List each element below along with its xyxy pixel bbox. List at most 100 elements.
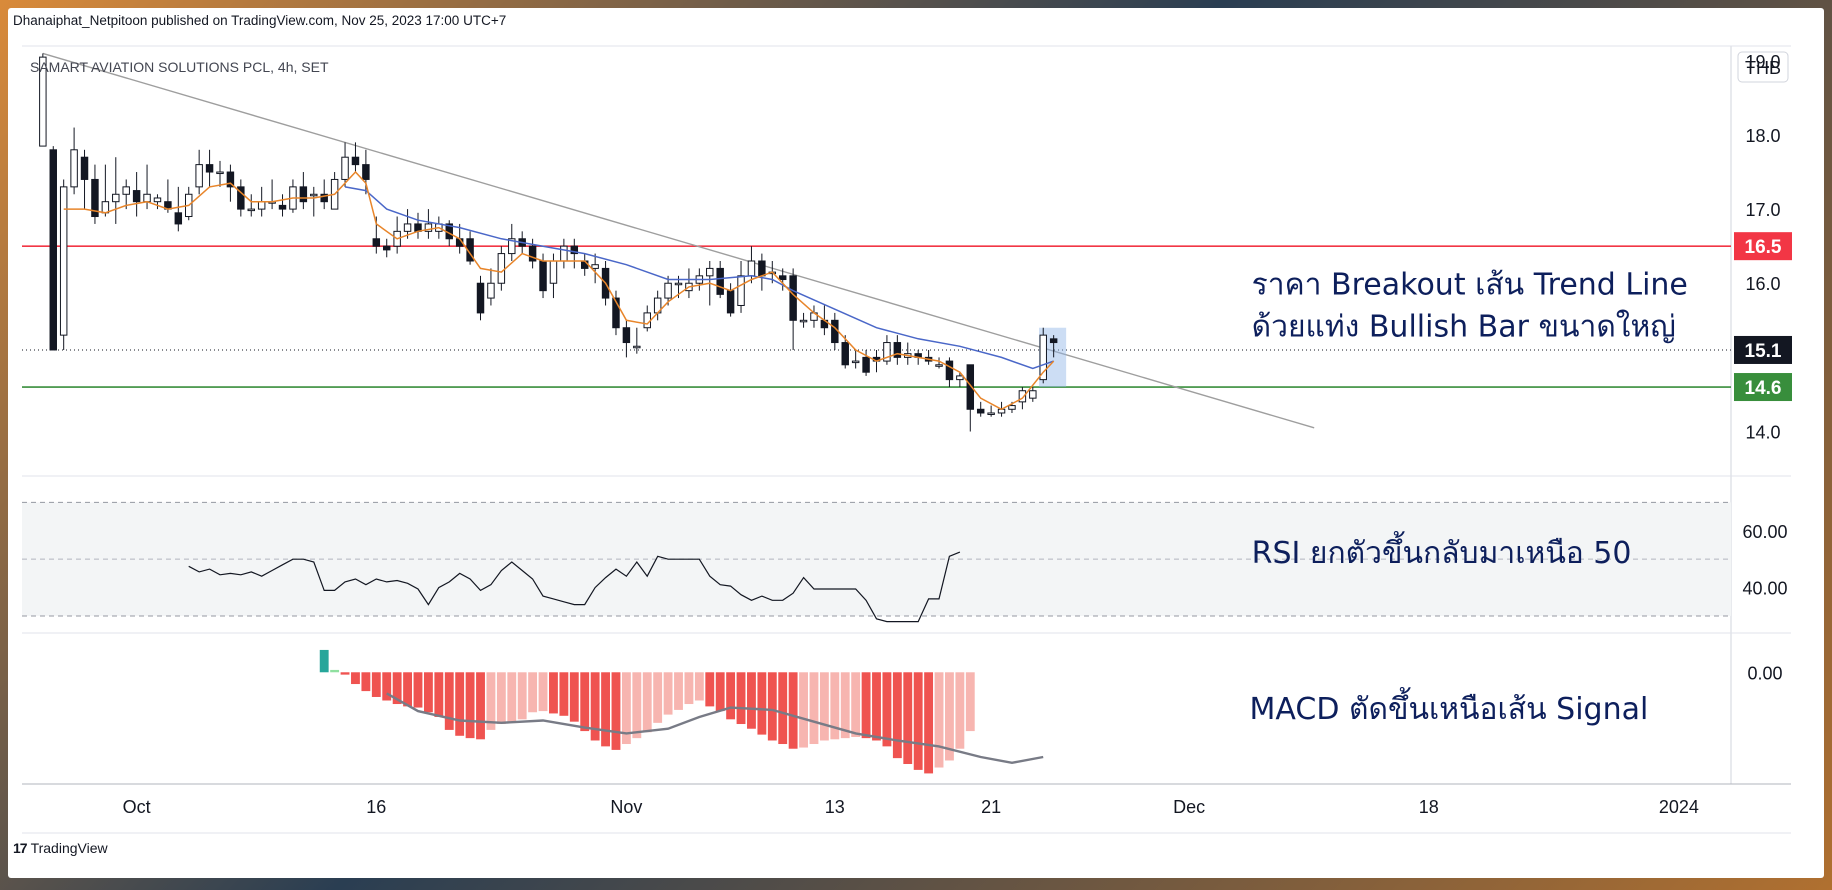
macd-histogram-bar [955, 672, 964, 748]
candle-body [779, 276, 785, 280]
candle-body [561, 246, 567, 261]
macd-histogram-bar [497, 672, 506, 724]
candle-body [258, 202, 264, 209]
macd-histogram-bar [653, 672, 662, 723]
candle-body [217, 172, 223, 174]
macd-histogram-bar [403, 672, 412, 706]
price-tick-label: 16.0 [1745, 274, 1780, 294]
candle-body [175, 213, 181, 224]
macd-histogram-bar [455, 672, 464, 736]
macd-histogram-bar [539, 672, 548, 711]
candle-body [863, 357, 869, 372]
candle-body [383, 246, 389, 250]
candle-body [498, 254, 504, 284]
candle-body [248, 209, 254, 211]
macd-tick-label: 0.00 [1747, 663, 1782, 683]
candle-body [707, 268, 713, 275]
candle-body [634, 346, 640, 348]
candle-body [957, 376, 963, 380]
candle-body [352, 157, 358, 164]
macd-histogram-bar [664, 672, 673, 714]
macd-histogram-bar [862, 672, 871, 738]
candle-body [488, 283, 494, 298]
candle-body [206, 165, 212, 172]
time-tick-label: Oct [123, 797, 151, 817]
macd-histogram-bar [580, 672, 589, 731]
annotations-layer: ราคา Breakout เส้น Trend Line ด้วยแท่ง Bu… [1250, 267, 1688, 727]
macd-histogram-bar [924, 672, 933, 773]
time-tick-label: 18 [1419, 797, 1439, 817]
macd-histogram-bar [757, 672, 766, 734]
macd-histogram-bar [737, 672, 746, 724]
macd-histogram-bar [476, 672, 485, 739]
candle-body [790, 276, 796, 320]
macd-histogram-bar [612, 672, 621, 750]
price-annotation-text: ด้วยแท่ง Bullish Bar ขนาดใหญ่ [1252, 310, 1676, 345]
macd-histogram-bar [903, 672, 912, 764]
candle-body [123, 187, 129, 194]
candle-body [832, 320, 838, 342]
macd-histogram-bar [570, 672, 579, 721]
macd-histogram-bar [372, 672, 381, 697]
macd-histogram-bar [466, 672, 475, 738]
macd-histogram-bar [705, 672, 714, 706]
macd-histogram-bar [507, 672, 516, 721]
macd-histogram-bar [559, 672, 568, 716]
macd-histogram-bar [518, 672, 527, 719]
candle-body [665, 283, 671, 298]
candle-body [988, 413, 994, 415]
macd-histogram-bar [726, 672, 735, 719]
candle-body [675, 283, 681, 285]
time-tick-label: 13 [825, 797, 845, 817]
brand-label: TradingView [31, 840, 108, 856]
candle-body [196, 165, 202, 187]
symbol-label: SAMART AVIATION SOLUTIONS PCL, 4h, SET [30, 59, 329, 75]
macd-histogram-bar [768, 672, 777, 740]
macd-histogram-bar [341, 672, 350, 674]
macd-histogram-bar [810, 672, 819, 744]
candle-body [540, 261, 546, 291]
macd-histogram-bar [601, 672, 610, 746]
candle-body [1030, 391, 1036, 398]
tradingview-brand[interactable]: 17 TradingView [13, 840, 108, 856]
macd-histogram-bar [414, 672, 423, 707]
macd-histogram-bar [549, 672, 558, 713]
ema-fast-line [64, 172, 1054, 409]
price-level-label: 15.1 [1745, 341, 1782, 362]
moving-averages-layer [64, 172, 1054, 409]
candle-body [550, 261, 556, 283]
macd-histogram-bar [716, 672, 725, 711]
time-tick-label: Nov [610, 797, 642, 817]
macd-histogram-bar [893, 672, 902, 758]
candle-body [759, 261, 765, 276]
candle-body [623, 328, 629, 343]
candle-body [50, 150, 56, 350]
chart-canvas[interactable]: 16.515.114.6 THB19.018.017.016.014.060.0… [0, 0, 1832, 890]
price-level-label: 14.6 [1745, 378, 1782, 399]
candle-body [717, 268, 723, 294]
macd-pane [320, 650, 1043, 773]
macd-histogram-bar [434, 672, 443, 717]
candle-body [404, 224, 410, 231]
rsi-annotation-text: RSI ยกตัวขึ้นกลับมาเหนือ 50 [1252, 531, 1632, 571]
price-tick-label: 18.0 [1745, 126, 1780, 146]
candle-body [477, 283, 483, 313]
macd-histogram-bar [361, 672, 370, 691]
macd-histogram-bar [643, 672, 652, 732]
candle-body [936, 365, 942, 367]
macd-histogram-bar [841, 672, 850, 738]
candle-body [373, 239, 379, 246]
candle-body [1050, 339, 1056, 343]
time-tick-label: 21 [981, 797, 1001, 817]
macd-histogram-bar [914, 672, 923, 770]
time-tick-label: Dec [1173, 797, 1205, 817]
price-annotation-text: ราคา Breakout เส้น Trend Line [1252, 267, 1688, 302]
macd-histogram-bar [320, 650, 329, 672]
rsi-tick-label: 60.00 [1742, 522, 1787, 542]
candle-body [977, 409, 983, 413]
macd-histogram-bar [445, 672, 454, 730]
macd-histogram-bar [684, 672, 693, 704]
candle-body [644, 313, 650, 328]
candle-body [81, 157, 87, 179]
macd-annotation-text: MACD ตัดขึ้นเหนือเส้น Signal [1250, 687, 1649, 727]
